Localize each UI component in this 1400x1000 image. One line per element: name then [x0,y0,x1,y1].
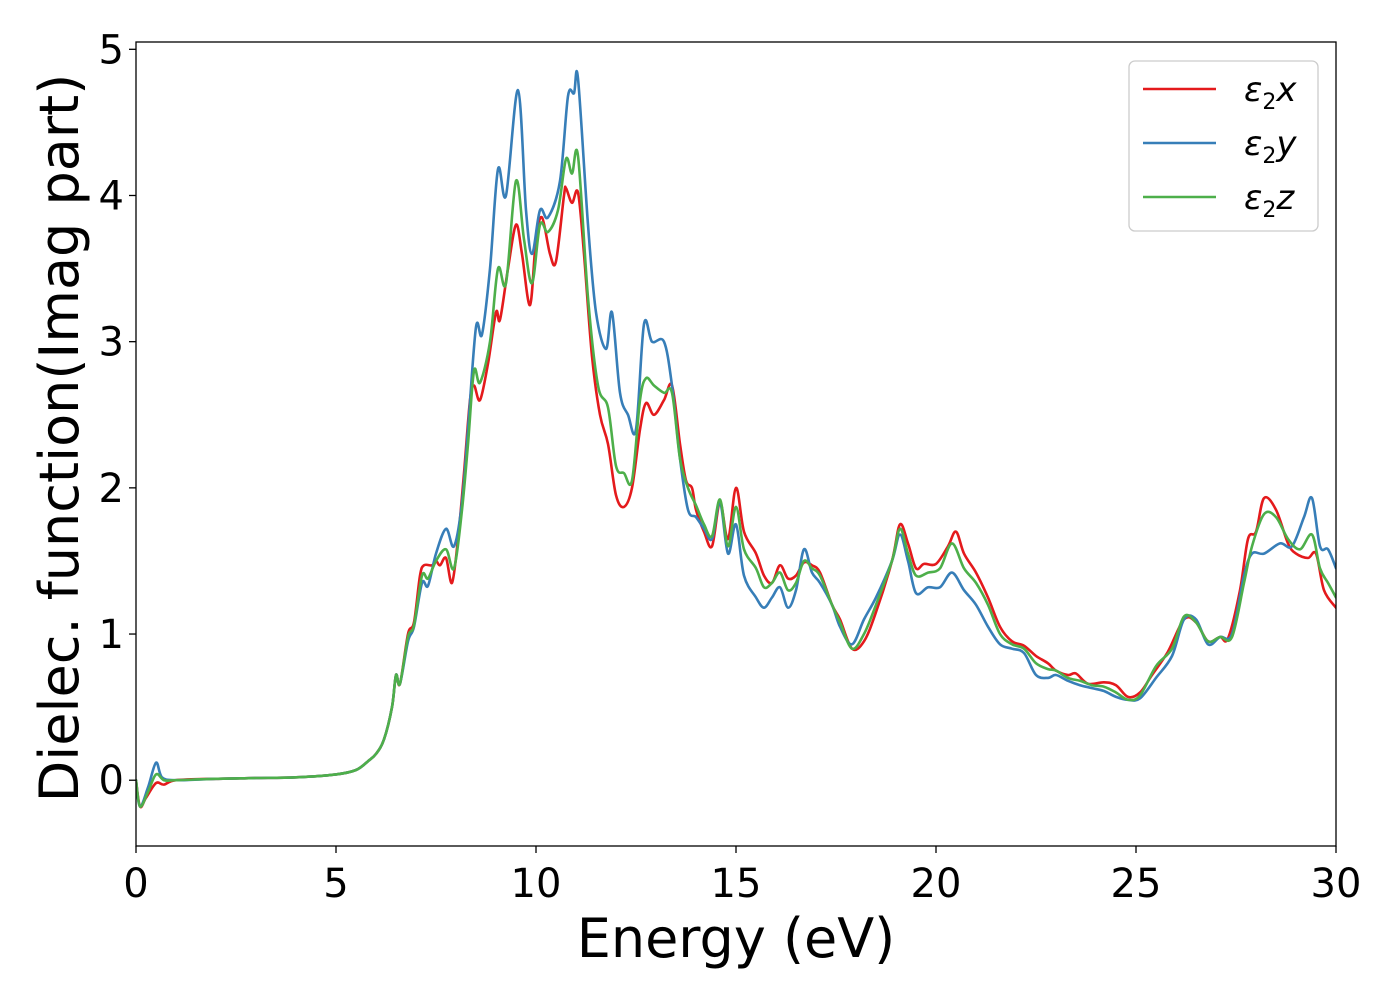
x-tick-label: 20 [911,861,962,907]
y-tick-label: 1 [99,612,124,658]
y-tick-label: 3 [99,320,124,366]
legend-box [1128,60,1319,232]
x-tick-label: 5 [323,861,348,907]
ticks-layer: 0 5 10 15 20 25 30 0 1 2 3 4 5 [99,27,1362,907]
legend-label-x: ε2x [1244,70,1297,115]
x-axis-label: Energy (eV) [577,907,896,970]
series-layer [136,69,1336,809]
x-tick-label: 0 [123,861,148,907]
y-tick-label: 5 [99,27,124,73]
series-line-z [136,148,1336,808]
plot-frame [135,41,1337,847]
y-tick-label: 4 [99,173,124,219]
x-tick-label: 15 [711,861,762,907]
x-tick-label: 10 [511,861,562,907]
y-tick-label: 0 [99,758,124,804]
series-line-x [136,185,1336,809]
x-tick-label: 25 [1111,861,1162,907]
x-tick-label: 30 [1311,861,1362,907]
series-line-y [136,69,1336,808]
legend-label-z: ε2z [1244,178,1295,223]
y-axis-label: Dielec. function(Imag part) [28,74,91,803]
y-tick-label: 2 [99,466,124,512]
legend-label-y: ε2y [1244,124,1297,169]
legend: ε2x ε2y ε2z [1128,60,1319,232]
